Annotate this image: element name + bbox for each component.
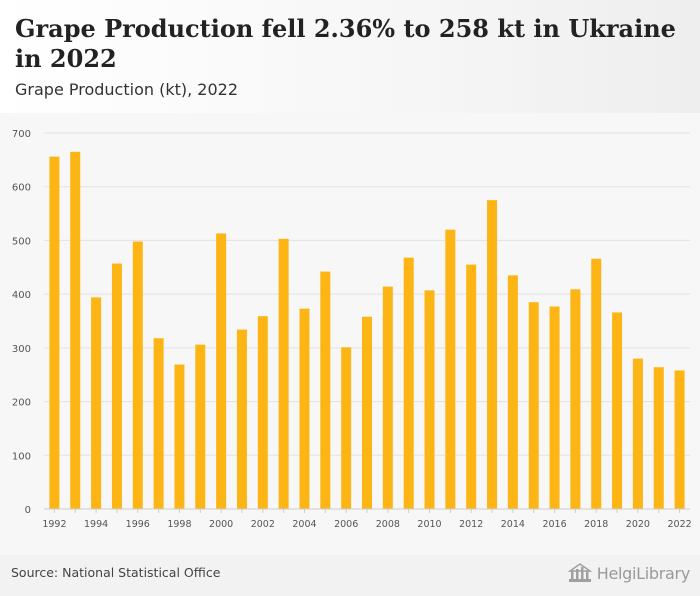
y-tick-label: 200 xyxy=(12,398,31,409)
source-note: Source: National Statistical Office xyxy=(11,565,221,580)
bar-2021 xyxy=(653,367,664,509)
x-tick-label: 1994 xyxy=(84,519,108,530)
library-building-icon xyxy=(567,563,593,582)
x-tick-label: 2006 xyxy=(334,519,358,530)
y-tick-label: 400 xyxy=(12,290,31,301)
x-tick-label: 2018 xyxy=(584,519,608,530)
bar-2002 xyxy=(257,316,268,509)
bar-2018 xyxy=(591,258,602,509)
header-band xyxy=(0,0,700,113)
helgi-library-logo[interactable]: HelgiLibrary xyxy=(567,561,690,585)
x-tick-label: 2022 xyxy=(667,519,691,530)
x-tick-label: 1998 xyxy=(167,519,191,530)
bar-2016 xyxy=(549,306,560,509)
bar-1994 xyxy=(91,297,102,509)
x-tick-label: 2012 xyxy=(459,519,483,530)
y-tick-label: 600 xyxy=(12,183,31,194)
bar-2014 xyxy=(507,275,518,509)
bar-2017 xyxy=(570,289,581,509)
y-tick-label: 700 xyxy=(12,129,31,140)
bar-2015 xyxy=(528,302,539,509)
bar-1993 xyxy=(70,151,81,510)
y-tick-label: 300 xyxy=(12,344,31,355)
x-tick-label: 1996 xyxy=(126,519,150,530)
y-tick-label: 100 xyxy=(12,451,31,462)
bar-2004 xyxy=(299,308,310,509)
chart-subtitle: Grape Production (kt), 2022 xyxy=(15,80,238,99)
bar-2012 xyxy=(466,264,477,509)
x-tick-label: 2014 xyxy=(501,519,525,530)
bar-2011 xyxy=(445,229,456,509)
x-tick-label: 2016 xyxy=(542,519,566,530)
chart-title: Grape Production fell 2.36% to 258 kt in… xyxy=(15,14,676,73)
x-tick-label: 2000 xyxy=(209,519,233,530)
bar-2019 xyxy=(612,312,623,509)
x-tick-label: 2008 xyxy=(376,519,400,530)
x-tick-label: 1992 xyxy=(42,519,66,530)
x-tick-label: 2020 xyxy=(626,519,650,530)
bar-2020 xyxy=(632,358,643,509)
bar-2010 xyxy=(424,290,435,509)
bar-2022 xyxy=(674,370,685,509)
bar-1999 xyxy=(195,344,206,509)
x-tick-label: 2004 xyxy=(292,519,316,530)
footer-band xyxy=(0,555,700,596)
bar-2008 xyxy=(382,286,393,509)
bar-1997 xyxy=(153,338,164,509)
x-tick-label: 2002 xyxy=(251,519,275,530)
bar-2003 xyxy=(278,238,289,509)
bar-1992 xyxy=(49,156,60,509)
x-tick-label: 2010 xyxy=(417,519,441,530)
bar-2007 xyxy=(361,316,373,509)
bar-2005 xyxy=(320,271,331,509)
bar-2013 xyxy=(487,200,498,509)
bar-2001 xyxy=(236,329,247,509)
bar-2009 xyxy=(403,257,414,509)
y-tick-label: 500 xyxy=(12,236,31,247)
bar-1998 xyxy=(174,364,185,509)
bar-1996 xyxy=(132,241,143,509)
bar-2000 xyxy=(216,233,227,509)
bar-1995 xyxy=(111,263,122,509)
bar-2006 xyxy=(341,347,352,509)
logo-text: HelgiLibrary xyxy=(596,563,691,583)
y-tick-label: 0 xyxy=(25,505,31,516)
bar-chart: 0 100 200 300 400 500 600 700 1992 1994 1996 1998 20… xyxy=(12,129,692,530)
